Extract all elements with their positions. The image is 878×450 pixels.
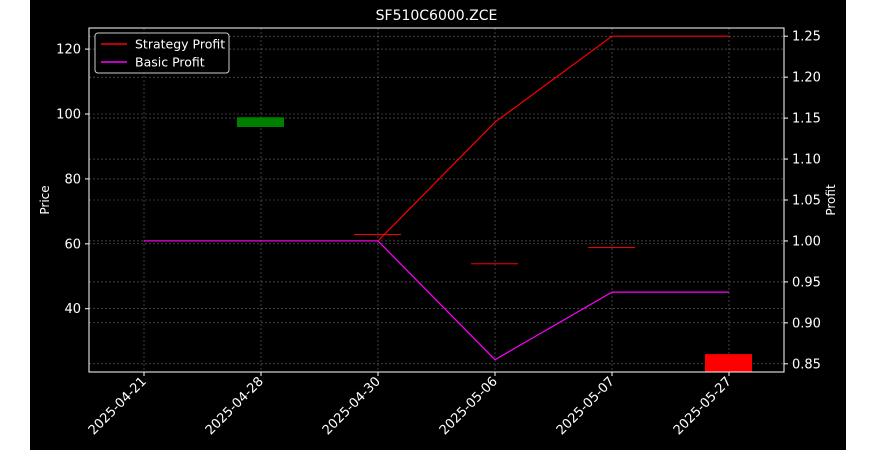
x-tick-label: 2025-04-30 bbox=[320, 374, 384, 438]
right-y-axis: 0.85 0.90 0.95 1.00 1.05 1.10 1.15 1.20 1.25 bbox=[784, 30, 821, 372]
right-tick-label: 1.25 bbox=[792, 30, 821, 45]
right-tick-label: 0.90 bbox=[792, 316, 821, 331]
legend-box bbox=[94, 32, 230, 74]
candle-2025-04-28 bbox=[237, 117, 284, 127]
series-line-1 bbox=[144, 240, 729, 361]
candle-2025-04-30 bbox=[354, 234, 401, 236]
candles bbox=[237, 117, 752, 372]
left-y-axis: 40 60 80 100 120 bbox=[56, 43, 89, 317]
right-tick-label: 1.10 bbox=[792, 153, 821, 168]
right-tick-label: 1.15 bbox=[792, 112, 821, 127]
legend-label: Strategy Profit bbox=[135, 37, 225, 52]
candle-2025-05-07 bbox=[588, 247, 635, 249]
left-tick-label: 120 bbox=[56, 43, 81, 58]
legend: Strategy Profit Basic Profit bbox=[94, 32, 230, 74]
y-axis-label-left: Price bbox=[38, 185, 52, 214]
right-tick-label: 0.95 bbox=[792, 275, 821, 290]
left-tick-label: 80 bbox=[64, 172, 81, 187]
left-tick-label: 60 bbox=[64, 237, 81, 252]
series-line-0 bbox=[144, 35, 729, 242]
x-tick-label: 2025-04-28 bbox=[203, 374, 267, 438]
left-tick-label: 40 bbox=[64, 302, 81, 317]
chart-title: SF510C6000.ZCE bbox=[376, 8, 498, 24]
left-tick-label: 100 bbox=[56, 108, 81, 123]
right-tick-label: 1.20 bbox=[792, 71, 821, 86]
chart-figure: 40 60 80 100 120 0.85 0.90 0.95 1.00 1.05 1.10 1.1… bbox=[30, 0, 846, 450]
x-tick-label: 2025-05-07 bbox=[554, 374, 618, 438]
right-tick-label: 1.00 bbox=[792, 234, 821, 249]
candle-2025-05-06 bbox=[471, 263, 518, 265]
x-axis: 2025-04-21 2025-04-28 2025-04-30 2025-05-06… bbox=[86, 372, 735, 438]
chart-svg: 40 60 80 100 120 0.85 0.90 0.95 1.00 1.05 1.10 1.1… bbox=[38, 8, 838, 438]
x-tick-label: 2025-05-06 bbox=[437, 374, 501, 438]
candle-2025-05-27 bbox=[705, 354, 752, 372]
grid bbox=[89, 28, 784, 372]
right-tick-label: 0.85 bbox=[792, 357, 821, 372]
x-tick-label: 2025-04-21 bbox=[86, 374, 150, 438]
y-axis-label-right: Profit bbox=[824, 184, 838, 216]
series-lines bbox=[144, 35, 729, 361]
legend-label: Basic Profit bbox=[135, 55, 205, 70]
x-tick-label: 2025-05-27 bbox=[671, 374, 735, 438]
right-tick-label: 1.05 bbox=[792, 194, 821, 209]
